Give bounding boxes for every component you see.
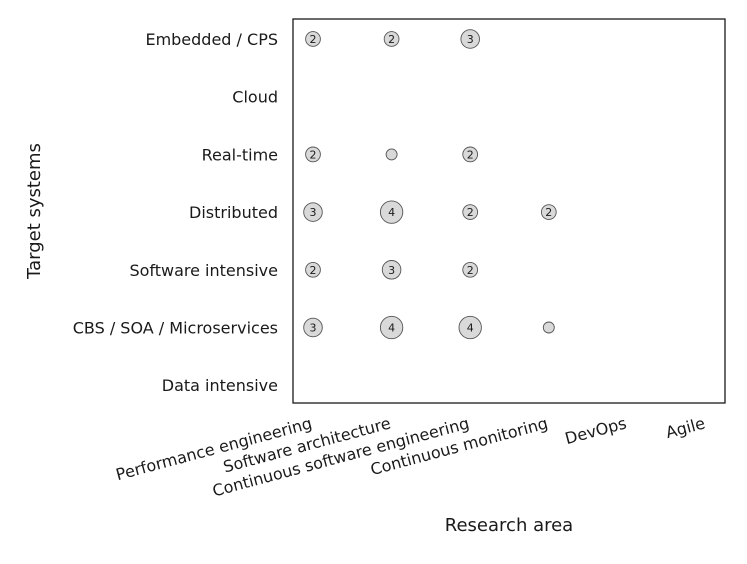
point-label-continuous-software-engineering-real-time: 2 [467, 148, 474, 161]
point-label-software-architecture-distributed: 4 [388, 206, 395, 219]
point-software-architecture-distributed [379, 200, 404, 224]
point-label-continuous-software-engineering-distributed: 2 [467, 206, 474, 219]
point-continuous-software-engineering-embedded-cps [460, 29, 480, 49]
y-tick-label-software-intensive: Software intensive [129, 261, 278, 280]
point-performance-engineering-embedded-cps [305, 31, 321, 47]
x-axis-label: Research area [445, 515, 573, 536]
point-label-continuous-monitoring-distributed: 2 [545, 206, 552, 219]
point-performance-engineering-real-time [305, 146, 321, 163]
plot-frame [292, 18, 726, 404]
point-software-architecture-real-time [385, 148, 398, 161]
point-continuous-monitoring-distributed [540, 204, 557, 220]
y-tick-label-data-intensive: Data intensive [162, 376, 278, 395]
x-tick-label-agile: Agile [664, 414, 707, 443]
point-performance-engineering-cbs-soa-microservices [303, 317, 323, 338]
point-label-continuous-software-engineering-embedded-cps: 3 [467, 33, 474, 46]
point-continuous-software-engineering-software-intensive [462, 261, 479, 278]
point-software-architecture-software-intensive [381, 260, 402, 280]
point-label-performance-engineering-distributed: 3 [310, 206, 317, 219]
point-continuous-software-engineering-cbs-soa-microservices [458, 315, 482, 340]
point-performance-engineering-distributed [303, 202, 323, 222]
y-tick-label-cbs-soa-microservices: CBS / SOA / Microservices [73, 319, 278, 338]
point-label-continuous-software-engineering-software-intensive: 2 [467, 264, 474, 277]
point-label-software-architecture-software-intensive: 3 [388, 264, 395, 277]
point-continuous-software-engineering-real-time [462, 146, 479, 163]
point-software-architecture-embedded-cps [383, 31, 400, 47]
y-tick-label-embedded-cps: Embedded / CPS [145, 30, 278, 49]
y-tick-label-real-time: Real-time [202, 145, 278, 164]
data-points: 2 2 3 2 2 3 4 2 2 2 3 2 3 4 4 [303, 29, 557, 340]
point-label-software-architecture-embedded-cps: 2 [388, 33, 395, 46]
point-label-performance-engineering-software-intensive: 2 [310, 264, 317, 277]
point-label-software-architecture-cbs-soa-microservices: 4 [388, 322, 395, 335]
y-tick-labels: Embedded / CPS Cloud Real-time Distributed S… [73, 30, 278, 395]
y-axis-label: Target systems [24, 143, 45, 280]
point-label-performance-engineering-cbs-soa-microservices: 3 [310, 322, 317, 335]
point-label-performance-engineering-real-time: 2 [310, 148, 317, 161]
point-label-continuous-software-engineering-cbs-soa-microservices: 4 [467, 322, 474, 335]
point-label-performance-engineering-embedded-cps: 2 [310, 33, 317, 46]
point-performance-engineering-software-intensive [305, 261, 321, 278]
point-continuous-software-engineering-distributed [462, 204, 479, 220]
y-tick-label-cloud: Cloud [232, 88, 278, 107]
y-tick-label-distributed: Distributed [189, 203, 278, 222]
point-software-architecture-cbs-soa-microservices [379, 315, 404, 340]
x-tick-label-devops: DevOps [563, 414, 628, 449]
point-continuous-monitoring-cbs-soa-microservices [542, 321, 555, 334]
